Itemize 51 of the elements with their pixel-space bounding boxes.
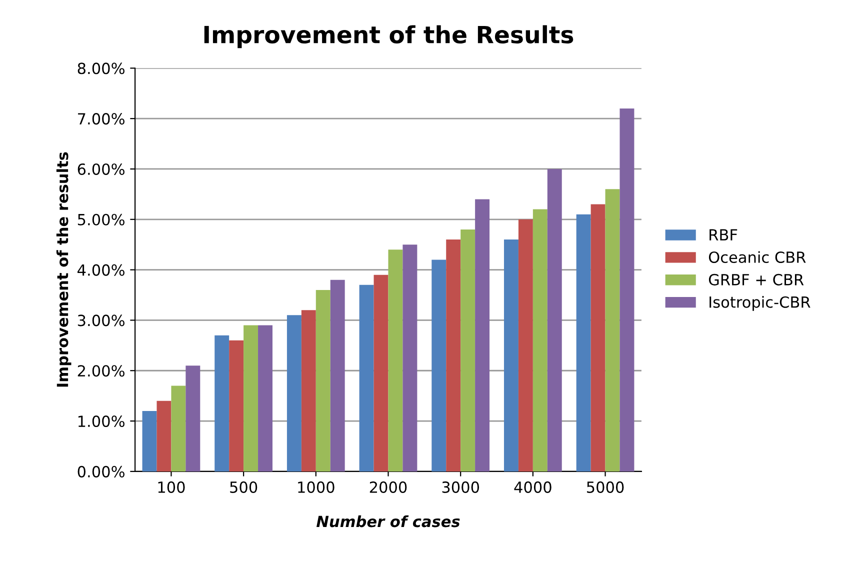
bar: [286, 315, 302, 472]
bar: [171, 386, 186, 472]
x-tick-label: 1000: [298, 481, 334, 493]
legend-label: Oceanic CBR: [708, 251, 806, 264]
bar: [229, 340, 244, 472]
y-axis-title: Improvement of the results: [56, 152, 72, 387]
x-tick-label: 2000: [370, 481, 407, 493]
bar: [620, 108, 634, 472]
bar: [316, 290, 330, 472]
bar: [359, 284, 374, 472]
bar: [446, 240, 461, 472]
bar: [142, 410, 157, 472]
y-tick-label: 1.00%: [78, 415, 124, 428]
bar: [186, 366, 200, 472]
x-tick-label: 500: [230, 481, 258, 493]
x-axis-title: Number of cases: [316, 515, 460, 528]
y-tick-label: 2.00%: [78, 365, 124, 377]
y-tick-label: 6.00%: [78, 163, 124, 175]
bar: [460, 229, 476, 472]
bar: [258, 325, 272, 472]
bar: [214, 335, 230, 472]
x-tick-label: 3000: [442, 481, 480, 493]
y-tick-label: 8.00%: [78, 62, 124, 74]
bar: [532, 209, 548, 472]
bar: [547, 168, 562, 472]
bar: [576, 214, 591, 472]
bar: [374, 274, 388, 472]
bar: [388, 250, 403, 472]
legend-label: RBF: [710, 229, 738, 240]
x-tick-label: 100: [158, 481, 185, 493]
bar: [301, 310, 316, 472]
bar: [504, 240, 518, 472]
bar: [475, 199, 490, 472]
x-tick-label: 5000: [587, 481, 624, 493]
y-tick-label: 3.00%: [78, 314, 124, 326]
bar: [605, 189, 620, 472]
chart-title: Improvement of the Results: [204, 25, 574, 48]
bar: [402, 244, 418, 472]
y-tick-label: 0.00%: [78, 466, 124, 478]
bar: [330, 280, 345, 472]
bar: [156, 400, 172, 472]
bar: [432, 260, 446, 472]
bar: [518, 219, 533, 472]
legend-label: Isotropic-CBR: [710, 296, 810, 311]
x-tick-label: 4000: [514, 481, 552, 493]
y-tick-label: 4.00%: [78, 264, 124, 276]
legend-label: GRBF + CBR: [708, 274, 804, 286]
bar: [590, 204, 606, 472]
y-tick-label: 7.00%: [78, 113, 124, 125]
y-tick-label: 5.00%: [78, 214, 124, 226]
bar: [244, 325, 258, 472]
